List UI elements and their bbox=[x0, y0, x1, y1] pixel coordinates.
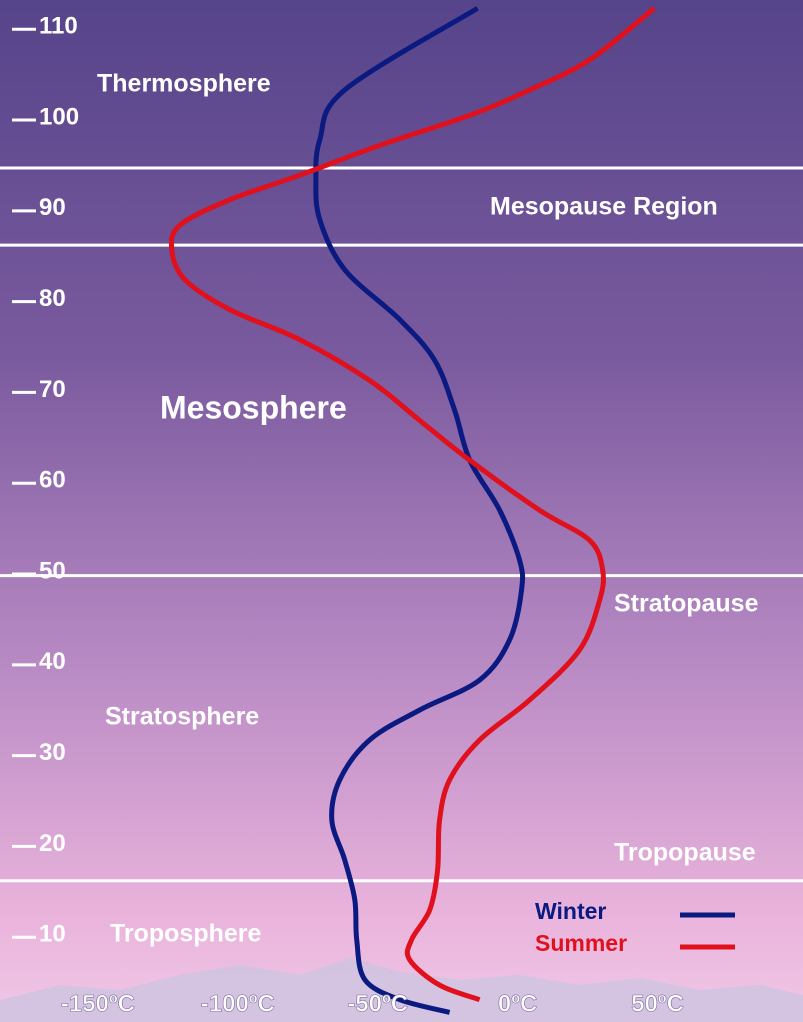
annotation: Mesopause Region bbox=[490, 193, 718, 221]
x-tick-label: -150ºC bbox=[61, 990, 135, 1017]
boundaries bbox=[0, 166, 803, 883]
y-tick-label: 90 bbox=[39, 194, 66, 221]
y-tick-label: 40 bbox=[39, 648, 66, 675]
y-tick-label: 60 bbox=[39, 467, 66, 494]
x-tick-label: -100ºC bbox=[201, 990, 275, 1017]
mountains bbox=[0, 958, 803, 1022]
annotation: Thermosphere bbox=[97, 70, 271, 98]
x-tick-label: 50ºC bbox=[631, 990, 684, 1017]
legend-label: Summer bbox=[535, 930, 627, 956]
y-tick-label: 20 bbox=[39, 830, 66, 857]
annotation: Stratosphere bbox=[105, 703, 259, 731]
annotation: Mesosphere bbox=[160, 389, 347, 425]
y-tick-label: 30 bbox=[39, 739, 66, 766]
x-tick-label: -50ºC bbox=[347, 990, 408, 1017]
temperature-curve bbox=[168, 6, 656, 1003]
y-tick-label: 50 bbox=[39, 557, 66, 584]
annotation: Troposphere bbox=[110, 920, 262, 948]
legend-label: Winter bbox=[535, 898, 606, 924]
y-tick-label: 70 bbox=[39, 376, 66, 403]
y-tick-label: 10 bbox=[39, 921, 66, 948]
annotation: Stratopause bbox=[614, 590, 759, 618]
curves bbox=[168, 6, 656, 1015]
legend: Winter Summer bbox=[535, 898, 735, 956]
temperature-curve bbox=[313, 6, 526, 1015]
y-tick-label: 80 bbox=[39, 285, 66, 312]
annotation: Tropopause bbox=[614, 839, 756, 867]
y-tick-label: 100 bbox=[39, 103, 79, 130]
x-tick-label: 0ºC bbox=[498, 990, 537, 1017]
y-tick-label: 110 bbox=[39, 13, 78, 40]
